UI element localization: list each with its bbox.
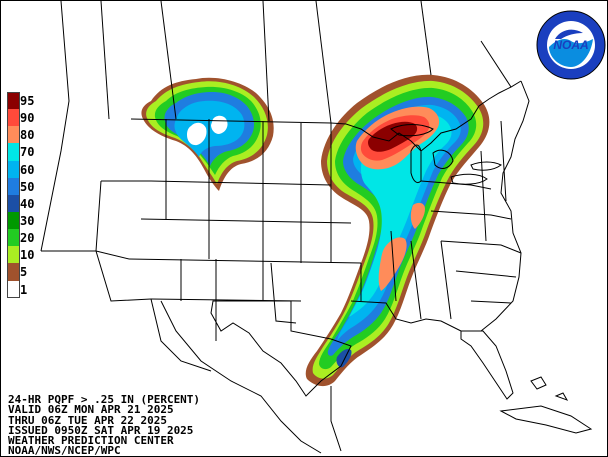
legend-swatch — [7, 109, 20, 127]
legend-row: 20 — [7, 229, 34, 247]
precip-area-northwest — [141, 77, 274, 191]
noaa-logo-text: NOAA — [553, 38, 588, 52]
legend-row: 50 — [7, 177, 34, 195]
legend-label: 50 — [20, 179, 35, 194]
noaa-logo: NOAA — [535, 9, 607, 81]
legend-label: 90 — [20, 111, 35, 126]
legend-row: 70 — [7, 143, 34, 161]
legend-label: 40 — [20, 196, 35, 211]
noaa-emblem-icon: NOAA — [536, 10, 606, 80]
legend-swatch — [7, 263, 20, 281]
legend-swatch — [7, 280, 20, 298]
map-boundaries — [40, 1, 593, 454]
legend-swatch — [7, 229, 20, 247]
precip-area-east — [305, 74, 490, 387]
legend-row: 30 — [7, 211, 34, 230]
caption-center: WEATHER PREDICTION CENTER — [8, 434, 174, 448]
legend-label: 30 — [20, 213, 35, 228]
map-caption: 24-HR PQPF > .25 IN (PERCENT) VALID 06Z … — [8, 393, 201, 457]
caption-valid: VALID 06Z MON APR 21 2025 — [8, 403, 174, 417]
legend-label: 5 — [20, 265, 28, 280]
legend-label: 1 — [20, 282, 28, 297]
legend-label: 10 — [20, 248, 35, 263]
probability-legend: 95 90 80 70 60 50 40 30 20 10 5 1 — [7, 92, 34, 298]
legend-swatch — [7, 143, 20, 161]
legend-row: 40 — [7, 194, 34, 212]
legend-swatch — [7, 194, 20, 212]
legend-label: 80 — [20, 128, 35, 143]
legend-row: 5 — [7, 263, 27, 281]
legend-swatch — [7, 211, 20, 230]
caption-product: 24-HR PQPF > .25 IN (PERCENT) — [8, 393, 201, 406]
legend-label: 60 — [20, 162, 35, 177]
legend-label: 95 — [20, 94, 35, 108]
legend-row: 1 — [7, 280, 27, 298]
legend-row: 90 — [7, 109, 34, 127]
legend-label: 70 — [20, 145, 35, 160]
caption-agency: NOAA/NWS/NCEP/WPC — [8, 444, 121, 457]
legend-row: 10 — [7, 246, 34, 264]
legend-swatch — [7, 177, 20, 195]
legend-swatch — [7, 246, 20, 264]
legend-row: 80 — [7, 126, 34, 144]
caption-issued: ISSUED 0950Z SAT APR 19 2025 — [8, 423, 194, 437]
legend-swatch — [7, 160, 20, 178]
legend-swatch — [7, 92, 20, 110]
legend-row: 60 — [7, 160, 34, 178]
legend-row: 95 — [7, 92, 34, 110]
caption-thru: THRU 06Z TUE APR 22 2025 — [8, 413, 167, 427]
legend-swatch — [7, 126, 20, 144]
legend-label: 20 — [20, 231, 35, 246]
